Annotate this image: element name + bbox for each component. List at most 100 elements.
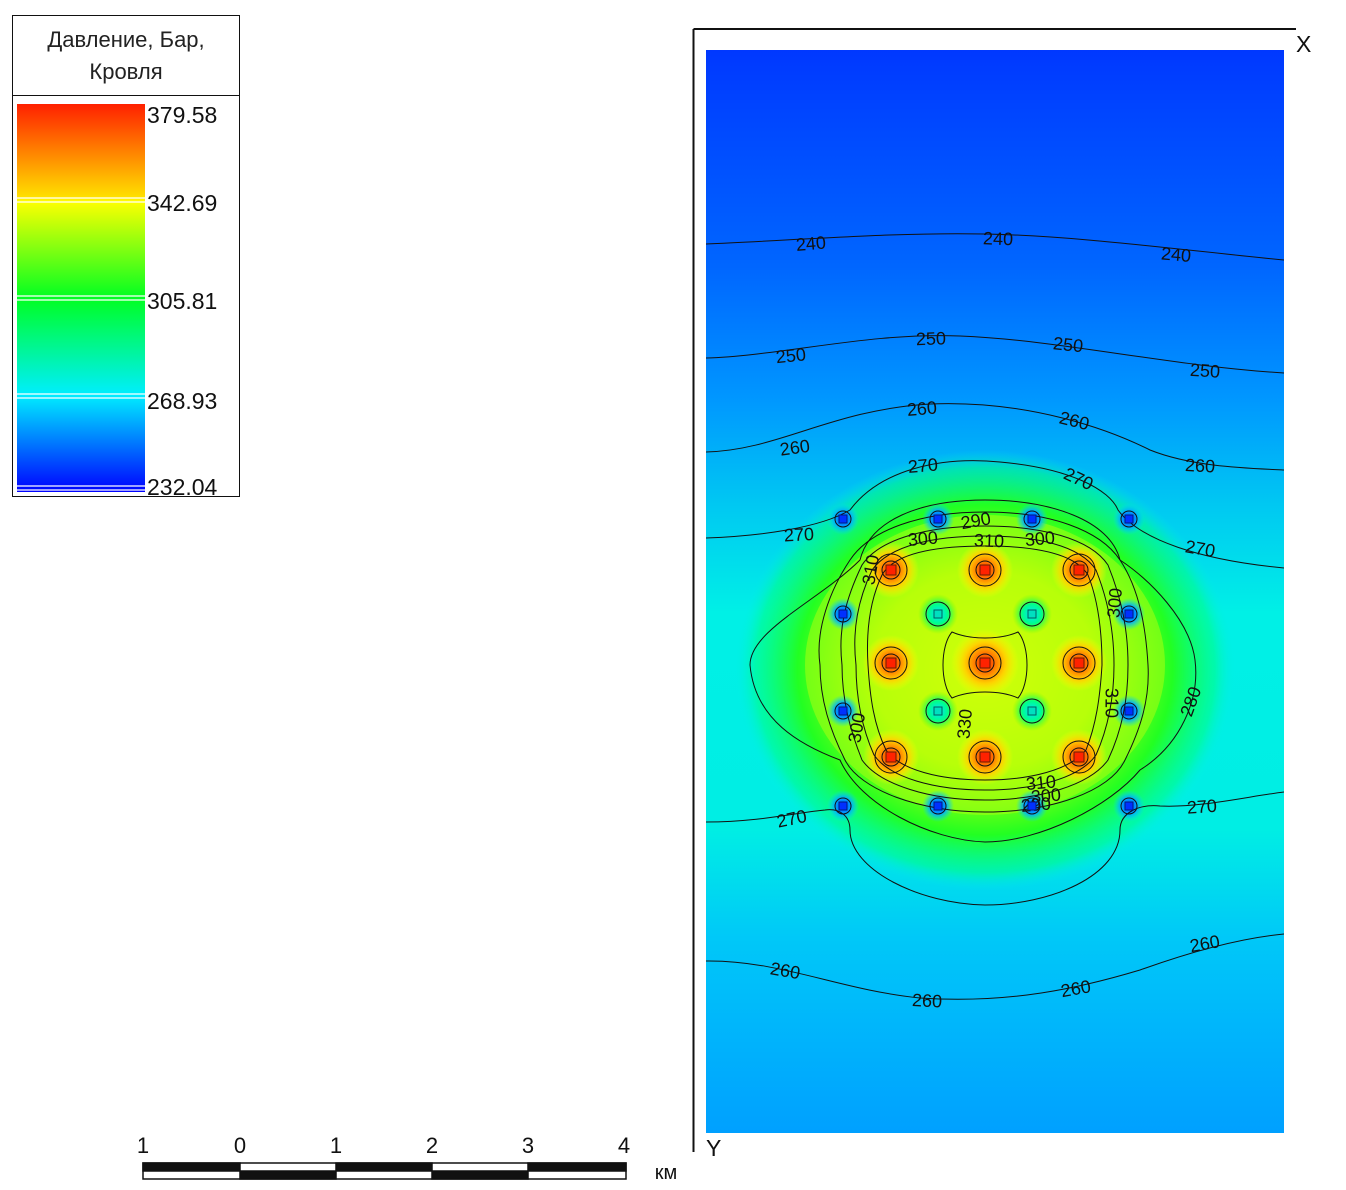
contour-ring [975, 747, 995, 767]
injector-well-icon [1073, 657, 1085, 669]
contour-label: 260 [1185, 455, 1216, 477]
injector-well-icon [885, 657, 897, 669]
scale-label: 2 [425, 1133, 439, 1158]
legend-color-bar [17, 104, 145, 492]
contour-label: 260 [906, 397, 938, 420]
contour-ring [1019, 698, 1045, 724]
color-legend: Давление, Бар, Кровля 379.58 342.69 305.… [12, 15, 240, 500]
contour-ring [874, 740, 908, 774]
producer-well-icon [1027, 609, 1037, 619]
contour-ring [929, 510, 947, 528]
contour-ring [1120, 605, 1138, 623]
scale-label: 1 [136, 1133, 150, 1158]
producer-well-icon [933, 514, 943, 524]
axis-y-label: Y [706, 1135, 721, 1161]
contour-ring [1120, 797, 1138, 815]
contour-ring [1120, 510, 1138, 528]
producer-well-icon [838, 706, 848, 716]
contour-ring [1069, 747, 1089, 767]
contour-label: 240 [1160, 243, 1192, 266]
contour-label: 310 [974, 530, 1005, 551]
injector-well-icon [1073, 564, 1085, 576]
contour-ring [1062, 553, 1096, 587]
contour-ring [834, 510, 852, 528]
scale-label: 0 [233, 1133, 247, 1158]
contour-label: 300 [1103, 587, 1126, 619]
producer-well-icon [1027, 514, 1037, 524]
producer-well-icon [1027, 706, 1037, 716]
producer-well-icon [1124, 801, 1134, 811]
contour-label: 250 [1189, 360, 1220, 382]
contour-ring [1023, 797, 1041, 815]
legend-tick: 305.81 [147, 288, 218, 314]
scale-unit: км [654, 1162, 678, 1184]
contour-ring [834, 797, 852, 815]
legend-tick: 268.93 [147, 388, 218, 414]
contour-label: 270 [1186, 796, 1217, 818]
contour-ring [925, 601, 951, 627]
contour-label: 330 [953, 708, 976, 740]
contour-ring [874, 646, 908, 680]
legend-title-line1: Давление, Бар, [47, 26, 205, 52]
producer-well-icon [933, 801, 943, 811]
contour-ring [1069, 560, 1089, 580]
contour-label: 240 [795, 232, 827, 255]
contour-label: 300 [1030, 784, 1062, 807]
contour-label: 260 [912, 990, 943, 1012]
contour-ring [1023, 510, 1041, 528]
contour-lines [706, 233, 1284, 1000]
contour-ring [968, 646, 1002, 680]
contour-ring [929, 797, 947, 815]
contour-label: 240 [983, 228, 1014, 249]
contour-ring [874, 553, 908, 587]
producer-well-icon [1124, 514, 1134, 524]
producer-well-icon [838, 514, 848, 524]
contour-label: 260 [779, 436, 812, 460]
contour-ring [1120, 702, 1138, 720]
contour-ring [1062, 646, 1096, 680]
contour-ring [1019, 601, 1045, 627]
scale-label: 4 [617, 1133, 631, 1158]
contour-ring [1069, 653, 1089, 673]
legend-title-line2: Кровля [89, 58, 163, 84]
contour-label: 270 [783, 524, 814, 546]
legend-tick-min: 232.04 [147, 474, 218, 500]
contour-label: 310 [1101, 688, 1121, 718]
producer-well-icon [838, 801, 848, 811]
contour-ring [881, 560, 901, 580]
contour-label: 250 [1052, 333, 1084, 356]
injector-well-icon [885, 751, 897, 763]
producer-well-icon [1124, 609, 1134, 619]
contour-ring [881, 747, 901, 767]
contour-ring [834, 605, 852, 623]
axis-x-label: X [1296, 31, 1311, 57]
producer-well-icon [933, 609, 943, 619]
injector-well-icon [979, 751, 991, 763]
contour-ring [975, 560, 995, 580]
contour-ring [968, 740, 1002, 774]
contour-label: 300 [1024, 527, 1056, 550]
contour-ring [881, 653, 901, 673]
injector-well-icon [885, 564, 897, 576]
contour-ring [975, 653, 995, 673]
producer-well-icon [838, 609, 848, 619]
legend-title: Давление, Бар, Кровля [13, 16, 239, 96]
contour-ring [1062, 740, 1096, 774]
contour-ring [834, 702, 852, 720]
legend-tick: 342.69 [147, 190, 218, 216]
producer-well-icon [933, 706, 943, 716]
contour-ring [925, 698, 951, 724]
legend-tick-max: 379.58 [147, 102, 218, 128]
injector-well-icon [1073, 751, 1085, 763]
contour-label: 250 [916, 328, 947, 349]
contour-ring [968, 553, 1002, 587]
injector-well-icon [979, 657, 991, 669]
contour-label: 270 [907, 454, 939, 477]
producer-well-icon [1027, 801, 1037, 811]
scale-label: 1 [329, 1133, 343, 1158]
contour-label: 300 [907, 527, 939, 550]
injector-well-icon [979, 564, 991, 576]
contour-label: 310 [1025, 771, 1057, 794]
